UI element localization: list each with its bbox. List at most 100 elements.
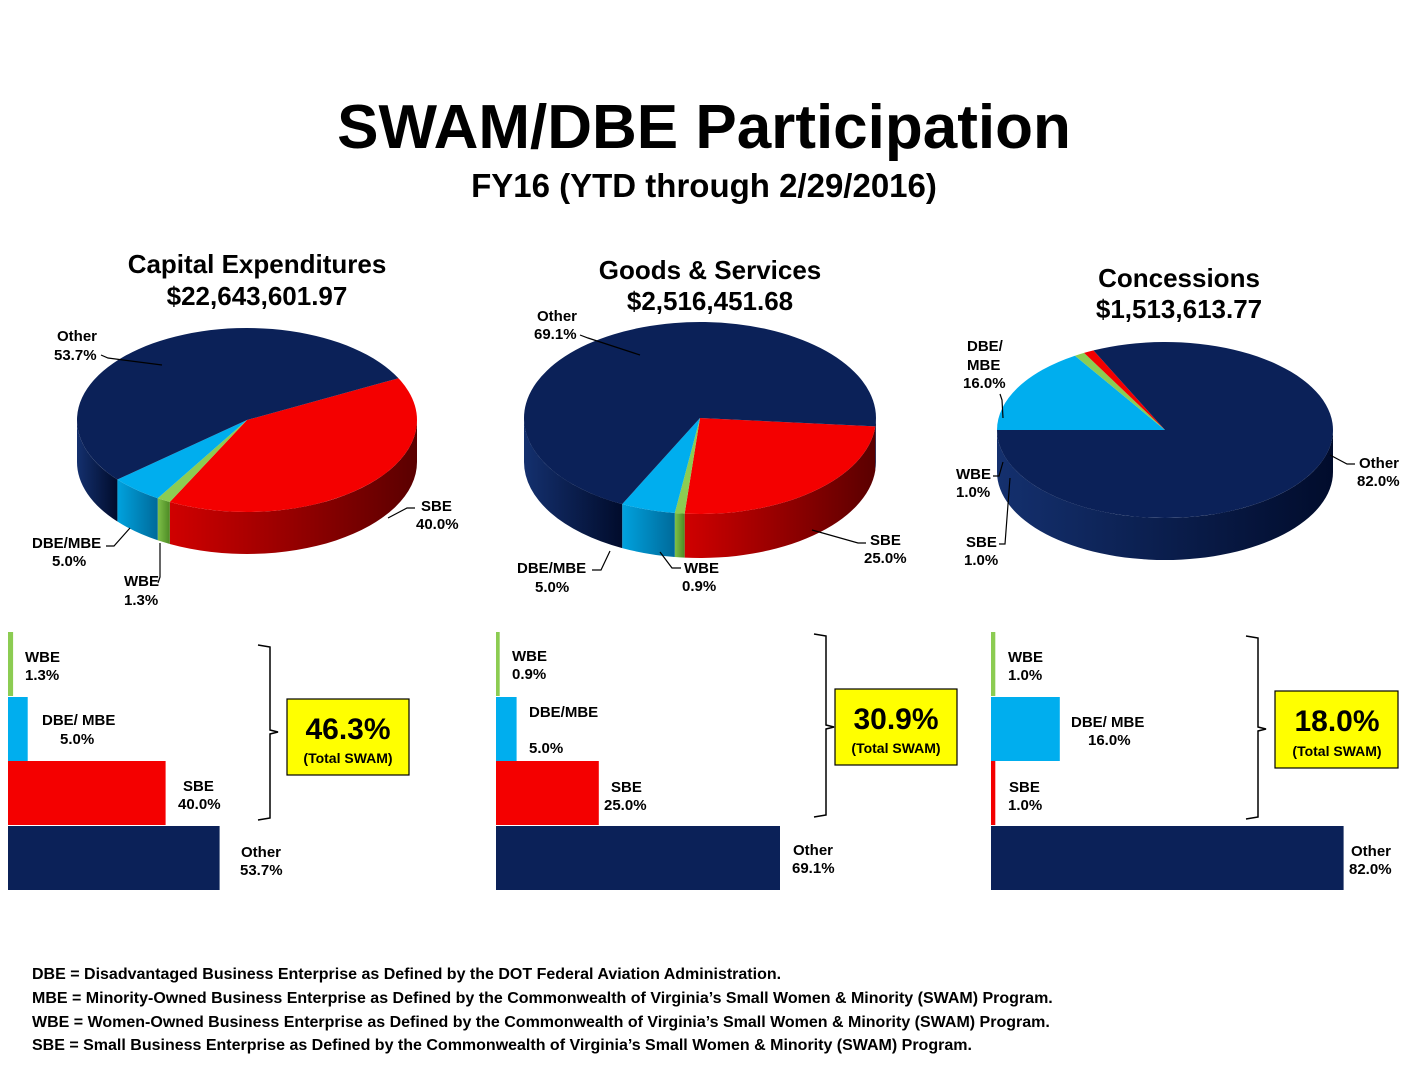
total-swam-value: 30.9%: [853, 703, 938, 736]
pie-side-dbembe: [117, 479, 158, 541]
pie-value-sbe: 25.0%: [864, 550, 907, 567]
total-swam-box: [834, 688, 958, 766]
pie-label-dbe: DBE/MBE: [32, 535, 101, 552]
pie-label-other: Other: [57, 328, 97, 345]
pie-value-dbe: 5.0%: [535, 579, 569, 596]
leader-line: [999, 477, 1011, 545]
pie-label-wbe: WBE: [124, 573, 159, 590]
pie-label-sbe: SBE: [421, 498, 452, 515]
pie-slice-dbembe: [622, 418, 700, 514]
total-swam-value: 46.3%: [305, 713, 390, 746]
leader-line: [100, 354, 163, 366]
bar-label-sbe: SBE: [1009, 779, 1040, 796]
pie-side-sbe: [169, 420, 417, 554]
pie-side-wbe: [157, 498, 170, 544]
pie-side-sbe: [684, 426, 876, 558]
pie-side-other: [875, 418, 877, 471]
pie-title: Goods & Services: [599, 255, 822, 285]
bracket: [257, 644, 279, 821]
total-swam-value: 18.0%: [1294, 705, 1379, 738]
panel-goods-services: Goods & Services $2,516,451.68 Other 69.…: [496, 255, 958, 890]
pie-amount: $22,643,601.97: [167, 281, 348, 311]
pie-label-dbe-line1: DBE/: [967, 338, 1004, 355]
definition-mbe: MBE = Minority-Owned Business Enterprise…: [32, 990, 1053, 1007]
pie-amount: $2,516,451.68: [627, 286, 793, 316]
bar-label-wbe: WBE: [25, 649, 60, 666]
bar-value-wbe: 1.0%: [1008, 667, 1042, 684]
pie-slice-sbe: [169, 378, 417, 512]
pie-value-other: 82.0%: [1357, 473, 1400, 490]
pie-label-wbe: WBE: [956, 466, 991, 483]
page-title: SWAM/DBE Participation: [337, 93, 1071, 162]
total-swam-caption: (Total SWAM): [303, 750, 392, 766]
bar-value-wbe: 1.3%: [25, 667, 59, 684]
pie-value-dbe: 5.0%: [52, 553, 86, 570]
pie-side-other: [524, 418, 623, 549]
pie-value-wbe: 0.9%: [682, 578, 716, 595]
bar-sbe: [496, 761, 599, 825]
bar-value-dbe-mbe: 16.0%: [1088, 732, 1131, 749]
bar-label-dbe-mbe: DBE/MBE: [529, 704, 598, 721]
bar-value-other: 53.7%: [240, 862, 283, 879]
leader-line: [592, 550, 611, 571]
total-swam-caption: (Total SWAM): [851, 740, 940, 756]
pie-slice-wbe: [674, 418, 700, 514]
pie-side-other: [997, 430, 1333, 560]
leader-line: [387, 507, 415, 519]
pie-label-dbe-line2: MBE: [967, 357, 1000, 374]
pie-label-dbe: DBE/MBE: [517, 560, 586, 577]
bar-dbe-mbe: [991, 697, 1060, 761]
leader-line: [993, 461, 1004, 477]
bar-label-sbe: SBE: [183, 778, 214, 795]
pie-slice-other: [997, 342, 1334, 519]
pie-title: Concessions: [1098, 263, 1260, 293]
bar-value-wbe: 0.9%: [512, 666, 546, 683]
pie-slice-dbembe: [997, 355, 1165, 430]
bar-sbe: [8, 761, 166, 825]
pie-value-sbe: 1.0%: [964, 552, 998, 569]
bar-label-dbe-mbe: DBE/ MBE: [42, 712, 115, 729]
bar-other: [8, 826, 220, 890]
bar-dbe-mbe: [496, 697, 517, 761]
pie-label-other: Other: [1359, 455, 1399, 472]
bar-label-wbe: WBE: [1008, 649, 1043, 666]
bar-label-sbe: SBE: [611, 779, 642, 796]
bar-label-other: Other: [1351, 843, 1391, 860]
bracket: [813, 633, 835, 818]
pie-label-other: Other: [537, 308, 577, 325]
bar-label-wbe: WBE: [512, 648, 547, 665]
total-swam-box: [286, 698, 410, 776]
leader-line: [157, 543, 161, 584]
pie-side-dbembe: [622, 504, 675, 558]
bar-wbe: [991, 632, 996, 696]
bar-other: [496, 826, 780, 890]
page-subtitle: FY16 (YTD through 2/29/2016): [471, 167, 937, 204]
leader-line: [1329, 454, 1355, 465]
definitions: DBE = Disadvantaged Business Enterprise …: [32, 966, 1053, 1054]
definition-wbe: WBE = Women-Owned Business Enterprise as…: [32, 1014, 1050, 1031]
bar-wbe: [496, 632, 500, 696]
bar-other: [991, 826, 1344, 890]
bar-sbe: [991, 761, 996, 825]
pie-slice-dbembe: [117, 420, 248, 499]
definition-dbe: DBE = Disadvantaged Business Enterprise …: [32, 966, 781, 983]
total-swam-caption: (Total SWAM): [1292, 743, 1381, 759]
pie-title: Capital Expenditures: [128, 249, 387, 279]
pie-value-dbe: 16.0%: [963, 375, 1006, 392]
bar-value-sbe: 1.0%: [1008, 797, 1042, 814]
leader-line: [811, 529, 866, 544]
pie-slice-wbe: [1074, 352, 1165, 430]
pie-label-wbe: WBE: [684, 560, 719, 577]
panel-concessions: Concessions $1,513,613.77 DBE/ MBE 16.0%…: [956, 263, 1400, 890]
pie-chart: [997, 342, 1334, 560]
bracket: [1245, 635, 1267, 820]
pie-amount: $1,513,613.77: [1096, 294, 1262, 324]
definition-sbe: SBE = Small Business Enterprise as Defin…: [32, 1037, 972, 1054]
bar-value-other: 69.1%: [792, 860, 835, 877]
bar-wbe: [8, 632, 14, 696]
bar-value-sbe: 25.0%: [604, 797, 647, 814]
leader-line: [999, 393, 1004, 419]
pie-slice-sbe: [1084, 350, 1165, 430]
bar-label-line: DBE/MBE: [529, 704, 598, 721]
